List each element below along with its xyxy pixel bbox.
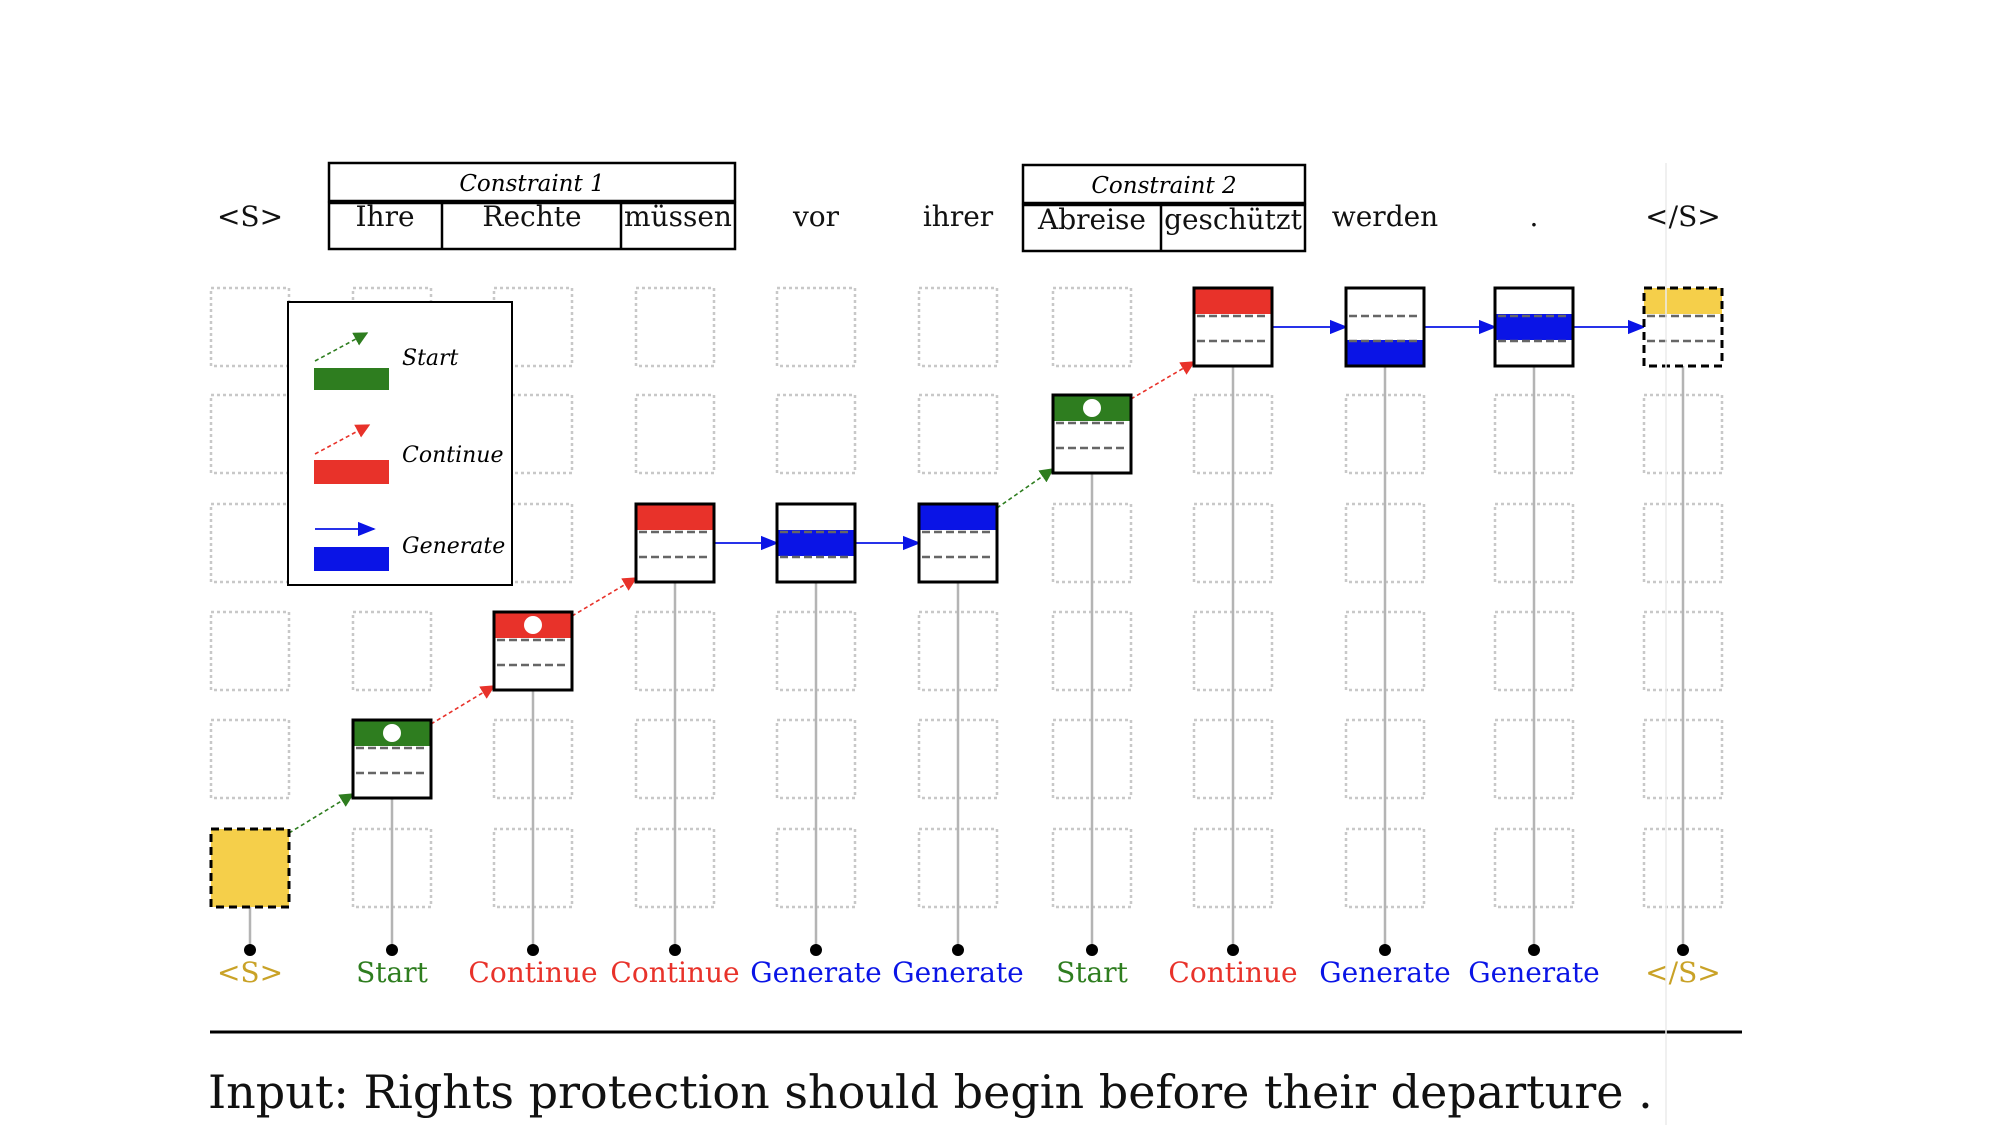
hypothesis-node (1192, 286, 1274, 368)
step-label-generate: Generate (892, 956, 1023, 989)
step-label-eos: </S> (1645, 956, 1721, 989)
grid-cell (209, 286, 291, 368)
hypothesis-nodes (209, 286, 1724, 909)
target-token: <S> (217, 200, 283, 233)
legend-continue-label: Continue (402, 443, 503, 468)
grid-cell (209, 502, 291, 584)
constraint-2-label: Constraint 2 (1091, 173, 1236, 199)
grid-cell (209, 610, 291, 692)
legend-continue-arrow (314, 424, 371, 455)
step-label-start: Start (1056, 956, 1129, 989)
target-tokens: <S> Ihre Rechte müssen vor ihrer Abreise geschü… (217, 200, 1721, 236)
column-dot (1528, 944, 1540, 956)
input-sentence: Input: Rights protection should begin be… (208, 1065, 1653, 1119)
hypothesis-node (1051, 393, 1133, 475)
legend-generate-swatch (314, 547, 389, 571)
start-arrow (288, 793, 355, 834)
grid-cell (351, 610, 433, 692)
step-label-bos: <S> (217, 956, 283, 989)
target-token: werden (1332, 200, 1438, 233)
grid-cell (775, 286, 857, 368)
grid-cell (209, 393, 291, 475)
hypothesis-node (351, 718, 433, 800)
grid-cell (775, 393, 857, 475)
step-label-continue: Continue (468, 956, 597, 989)
column-dot (1227, 944, 1239, 956)
continue-arrow (430, 685, 496, 725)
hypothesis-node (917, 502, 999, 584)
column-stems (244, 366, 1689, 956)
start-arrow (996, 468, 1055, 509)
target-token: geschützt (1164, 203, 1303, 236)
target-token: müssen (624, 200, 732, 233)
hypothesis-node (492, 610, 574, 692)
transition-arrows (288, 319, 1646, 834)
step-label-start: Start (356, 956, 429, 989)
target-token: . (1530, 200, 1539, 233)
target-token: Ihre (355, 200, 414, 233)
hypothesis-node (634, 502, 716, 584)
legend: Start Continue Generate (287, 301, 513, 586)
grid-cell (1051, 286, 1133, 368)
target-token: vor (792, 200, 840, 233)
target-token: Rechte (482, 200, 581, 233)
target-token: ihrer (923, 200, 994, 233)
target-token: Abreise (1037, 203, 1146, 236)
column-dot (386, 944, 398, 956)
legend-continue-swatch (314, 460, 389, 484)
column-dot (1677, 944, 1689, 956)
continue-arrow (1130, 361, 1196, 400)
hypothesis-node (209, 827, 291, 909)
hypothesis-node (1493, 286, 1575, 368)
grid-cell (917, 286, 999, 368)
step-label-generate: Generate (750, 956, 881, 989)
constraint-1-box: Constraint 1 (327, 161, 737, 251)
step-label-continue: Continue (1168, 956, 1297, 989)
legend-start-swatch (314, 368, 389, 390)
column-dot (952, 944, 964, 956)
grid-cell (634, 286, 716, 368)
legend-start-arrow (314, 332, 369, 362)
column-dot (527, 944, 539, 956)
column-dot (669, 944, 681, 956)
hypothesis-node (775, 502, 857, 584)
grid-cell (917, 393, 999, 475)
hypothesis-node (1642, 286, 1724, 368)
constraint-1-label: Constraint 1 (459, 171, 604, 197)
column-dot (1379, 944, 1391, 956)
hypothesis-node (1344, 286, 1426, 368)
empty-grid-cells (209, 286, 1724, 909)
column-dot (810, 944, 822, 956)
step-labels: <S> Start Continue Continue Generate Generate… (217, 956, 1721, 989)
step-label-continue: Continue (610, 956, 739, 989)
step-label-generate: Generate (1468, 956, 1599, 989)
continue-arrow (571, 577, 638, 617)
column-dot (244, 944, 256, 956)
step-label-generate: Generate (1319, 956, 1450, 989)
legend-start-label: Start (402, 346, 459, 371)
legend-generate-label: Generate (402, 534, 505, 559)
grid-cell (634, 393, 716, 475)
constraint-2-box: Constraint 2 (1021, 163, 1307, 253)
grid-cell (209, 718, 291, 800)
column-dot (1086, 944, 1098, 956)
target-token: </S> (1645, 200, 1721, 233)
